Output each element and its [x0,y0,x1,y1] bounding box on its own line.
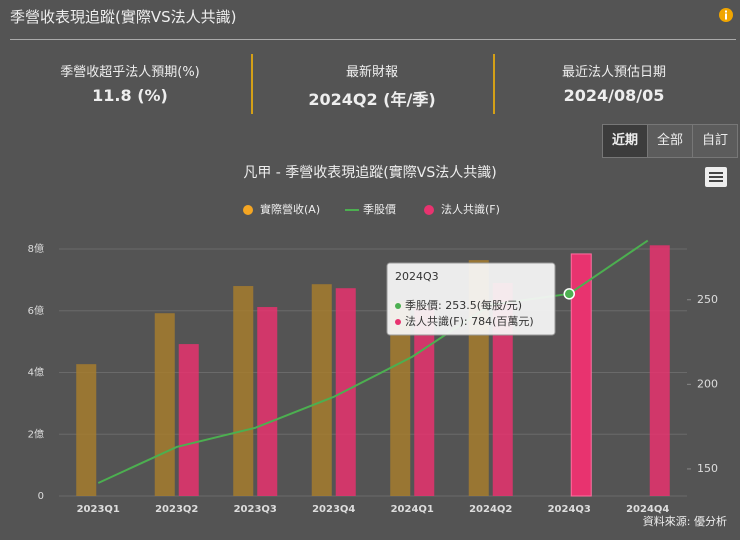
bar [257,307,278,496]
source: 資料來源: 優分析 [643,514,727,528]
legend-label: 法人共識(F) [441,202,500,216]
tooltip-dot [395,319,401,325]
tooltip-box [386,262,556,336]
tooltip: 2024Q3 季股價: 253.5(每股/元) 法人共識(F): 784(百萬元) [386,262,556,336]
x-tick-label: 2023Q4 [312,504,355,515]
legend-label: 實際營收(A) [260,202,320,216]
bar [233,286,254,496]
legend-label: 季股價 [363,202,396,216]
y-tick-label: 2億 [28,427,44,440]
stat-label: 最新財報 [345,65,398,80]
stat-value: 11.8 (%) [92,86,168,105]
stat-separator [493,54,495,114]
price-line [97,239,649,484]
bar [178,344,199,496]
stat-value: 2024Q2 (年/季) [308,90,436,109]
legend-swatch [424,205,434,215]
x-tick-label: 2024Q4 [626,504,669,515]
chart-title: 凡甲 - 季營收表現追蹤(實際VS法人共識) [243,164,496,181]
stat-separator [251,54,253,114]
stat-label: 季營收超乎法人預期(%) [60,65,200,80]
tooltip-title: 2024Q3 [395,270,439,283]
y-tick-label: 8億 [28,242,44,255]
x-tick-label: 2024Q1 [391,504,434,515]
bar [492,282,513,496]
hover-point [563,288,575,300]
legend-swatch [243,205,253,215]
range-button[interactable]: 近期 [602,124,648,158]
range-button[interactable]: 全部 [647,124,693,158]
range-button[interactable]: 自訂 [692,124,738,158]
bar [649,245,670,496]
bar [76,364,97,496]
stat-label: 最近法人預估日期 [561,65,666,80]
bar [335,288,356,496]
y2-tick-label: 200 [697,377,718,390]
x-tick-label: 2023Q2 [155,504,198,515]
tooltip-line: 法人共識(F): 784(百萬元) [405,314,534,328]
divider [10,39,736,40]
y-tick-label: 0 [38,491,44,502]
x-tick-label: 2024Q3 [548,504,591,515]
tooltip-line: 季股價: 253.5(每股/元) [405,298,522,312]
x-tick-label: 2023Q1 [77,504,120,515]
tooltip-dot [395,303,401,309]
bar [390,301,411,496]
bar [154,313,175,496]
bar [311,284,332,496]
y-tick-label: 6億 [28,304,44,317]
y2-tick-label: 150 [697,462,718,475]
bar [570,253,592,497]
stat-value: 2024/08/05 [563,86,665,105]
bar [414,307,435,496]
menu-icon[interactable] [705,167,727,187]
x-tick-label: 2023Q3 [234,504,277,515]
x-tick-label: 2024Q2 [469,504,512,515]
info-icon[interactable] [718,7,734,23]
page-title: 季營收表現追蹤(實際VS法人共識) [10,8,237,26]
y2-tick-label: 250 [697,293,718,306]
y-tick-label: 4億 [28,366,44,379]
